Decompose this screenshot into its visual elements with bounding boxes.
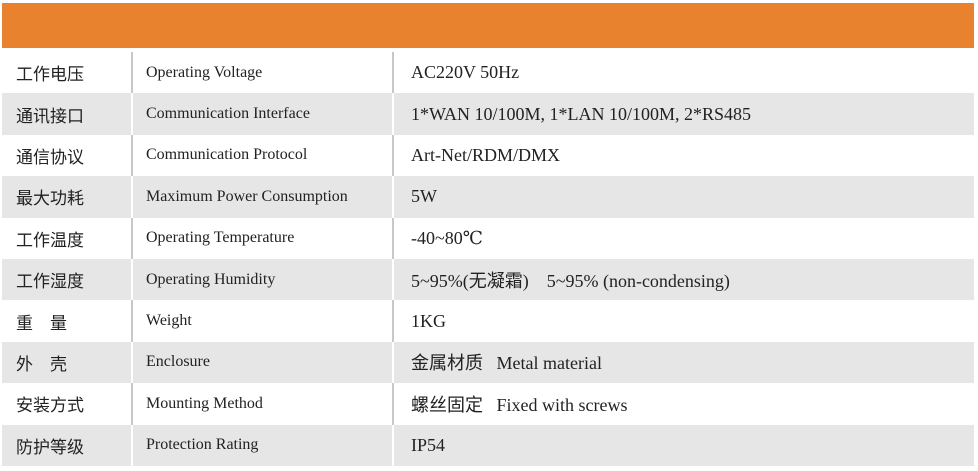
label-en: Maximum Power Consumption <box>131 176 392 218</box>
label-en: Communication Protocol <box>131 134 392 177</box>
label-cn: 防护等级 <box>16 437 84 457</box>
spec-row: 安装方式 Mounting Method 螺丝固定 Fixed with screw… <box>2 383 974 425</box>
value: -40~80℃ <box>392 217 974 259</box>
label-cn: 通信协议 <box>16 147 84 167</box>
label-cn: 外 壳 <box>16 354 67 374</box>
label-cn: 工作湿度 <box>16 272 84 292</box>
spec-row: 重 量 Weight 1KG <box>2 300 974 342</box>
spec-row: 工作湿度 Operating Humidity 5~95%(无凝霜) 5~95% (… <box>2 259 974 301</box>
label-en: Communication Interface <box>131 93 392 135</box>
label-cn: 安装方式 <box>16 396 84 416</box>
spec-row: 通信协议 Communication Protocol Art-Net/RDM/DM… <box>2 134 974 177</box>
spec-row: 防护等级 Protection Rating IP54 <box>2 424 974 466</box>
label-en: Operating Voltage <box>131 52 392 94</box>
value: IP54 <box>392 424 974 466</box>
value: 1*WAN 10/100M, 1*LAN 10/100M, 2*RS485 <box>392 93 974 135</box>
value: 金属材质 Metal material <box>392 341 974 384</box>
label-en: Operating Temperature <box>131 217 392 259</box>
value: 5W <box>392 176 974 218</box>
label-en: Weight <box>131 300 392 342</box>
label-en: Mounting Method <box>131 383 392 425</box>
spec-row: 最大功耗 Maximum Power Consumption 5W <box>2 176 974 218</box>
spec-row: 工作温度 Operating Temperature -40~80℃ <box>2 217 974 259</box>
header-bar <box>2 3 974 48</box>
spec-row: 外 壳 Enclosure 金属材质 Metal material <box>2 341 974 384</box>
spec-row: 工作电压 Operating Voltage AC220V 50Hz <box>2 52 974 94</box>
value: Art-Net/RDM/DMX <box>392 134 974 177</box>
label-cn: 通讯接口 <box>16 106 84 126</box>
label-cn: 工作温度 <box>16 230 84 250</box>
value: 1KG <box>392 300 974 342</box>
value: 螺丝固定 Fixed with screws <box>392 383 974 425</box>
spec-row: 通讯接口 Communication Interface 1*WAN 10/100M… <box>2 93 974 135</box>
value: AC220V 50Hz <box>392 52 974 94</box>
label-en: Operating Humidity <box>131 259 392 301</box>
label-en: Protection Rating <box>131 424 392 466</box>
label-cn: 最大功耗 <box>16 189 84 209</box>
label-en: Enclosure <box>131 341 392 384</box>
label-cn: 重 量 <box>16 313 67 333</box>
label-cn: 工作电压 <box>16 65 84 85</box>
value: 5~95%(无凝霜) 5~95% (non-condensing) <box>392 259 974 301</box>
